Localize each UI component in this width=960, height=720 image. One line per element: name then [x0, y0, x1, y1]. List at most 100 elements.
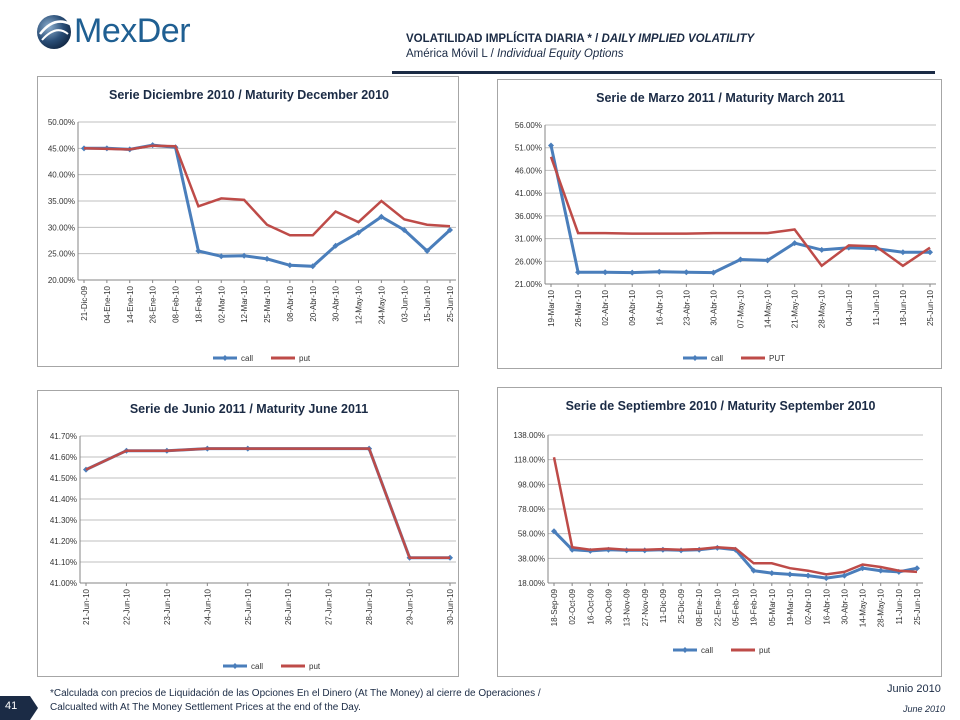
- subtitle-spanish: América Móvil L /: [406, 48, 497, 60]
- data-point-call: [768, 570, 775, 577]
- chart-title: Serie de Septiembre 2010 / Maturity Sept…: [566, 399, 876, 413]
- x-tick-label: 28-May-10: [818, 289, 827, 328]
- data-point-call: [195, 248, 202, 255]
- x-tick-label: 02-Abr-10: [804, 588, 813, 624]
- x-tick-label: 19-Feb-10: [750, 588, 759, 625]
- data-point-call: [286, 262, 293, 269]
- legend-marker: [222, 355, 228, 361]
- legend-marker: [692, 355, 698, 361]
- footnote: *Calculada con precios de Liquidación de…: [50, 687, 541, 715]
- x-tick-label: 28-May-10: [877, 588, 886, 627]
- title-english: DAILY IMPLIED VOLATILITY: [601, 33, 755, 45]
- chart-panel-mar-2011: Serie de Marzo 2011 / Maturity March 201…: [497, 79, 942, 369]
- date-english: June 2010: [903, 704, 946, 714]
- chart-panel-dec-2010: Serie Diciembre 2010 / Maturity December…: [37, 76, 459, 367]
- x-tick-label: 04-Ene-10: [103, 285, 112, 323]
- y-tick-label: 41.70%: [50, 432, 77, 441]
- data-point-call: [424, 248, 431, 255]
- data-point-call: [401, 226, 408, 233]
- data-point-call: [818, 246, 825, 253]
- data-point-call: [877, 567, 884, 574]
- x-tick-label: 25-Mar-10: [263, 285, 272, 322]
- legend-label: call: [711, 354, 723, 363]
- legend-label: call: [241, 354, 253, 363]
- x-tick-label: 21-Jun-10: [82, 588, 91, 625]
- logo-text: MexDer: [74, 12, 191, 50]
- y-tick-label: 78.00%: [518, 505, 545, 514]
- y-tick-label: 35.00%: [48, 197, 75, 206]
- x-tick-label: 12-May-10: [355, 285, 364, 324]
- data-point-call: [575, 269, 582, 276]
- x-tick-label: 16-Abr-10: [655, 289, 664, 325]
- x-tick-label: 30-Abr-10: [332, 285, 341, 321]
- y-tick-label: 40.00%: [48, 171, 75, 180]
- data-point-call: [569, 546, 576, 553]
- chart-title: Serie Diciembre 2010 / Maturity December…: [109, 88, 389, 102]
- data-point-call: [841, 572, 848, 579]
- data-point-call: [823, 575, 830, 582]
- data-point-call: [548, 142, 554, 149]
- legend-label: put: [309, 662, 321, 671]
- y-tick-label: 41.40%: [50, 495, 77, 504]
- x-tick-label: 03-Jun-10: [400, 285, 409, 322]
- legend-label: put: [759, 646, 771, 655]
- x-tick-label: 11-Dic-09: [659, 588, 668, 623]
- x-tick-label: 12-Mar-10: [240, 285, 249, 322]
- x-tick-label: 14-May-10: [859, 588, 868, 627]
- x-tick-label: 05-Mar-10: [768, 588, 777, 625]
- globe-logo-icon: [37, 15, 71, 49]
- x-tick-label: 26-Mar-10: [574, 289, 583, 326]
- page-number: 41: [5, 700, 18, 712]
- x-tick-label: 27-Jun-10: [325, 588, 334, 625]
- data-point-call: [378, 213, 385, 220]
- data-point-call: [710, 269, 717, 276]
- x-tick-label: 30-Abr-10: [709, 289, 718, 325]
- y-tick-label: 41.30%: [50, 516, 77, 525]
- data-point-call: [629, 269, 636, 276]
- data-point-call: [656, 268, 663, 275]
- data-point-call: [914, 565, 920, 572]
- data-point-call: [927, 249, 933, 256]
- x-tick-label: 30-Abr-10: [840, 588, 849, 624]
- x-tick-label: 14-May-10: [764, 289, 773, 328]
- y-tick-label: 51.00%: [515, 144, 542, 153]
- x-tick-label: 11-Jun-10: [895, 588, 904, 624]
- y-tick-label: 36.00%: [515, 212, 542, 221]
- y-tick-label: 41.00%: [50, 579, 77, 588]
- x-tick-label: 07-May-10: [737, 289, 746, 328]
- chart-mar-2011: Serie de Marzo 2011 / Maturity March 201…: [515, 91, 936, 363]
- data-point-call: [264, 255, 270, 262]
- chart-panel-jun-2011: Serie de Junio 2011 / Maturity June 2011…: [37, 390, 459, 677]
- series-line-put: [83, 144, 451, 237]
- data-point-call: [355, 229, 362, 236]
- y-tick-label: 41.20%: [50, 537, 77, 546]
- x-tick-label: 16-Oct-09: [586, 588, 595, 624]
- x-tick-label: 13-Nov-09: [623, 588, 632, 626]
- x-tick-label: 14-Ene-10: [126, 285, 135, 323]
- data-point-call: [602, 269, 609, 276]
- x-tick-label: 09-Abr-10: [628, 289, 637, 325]
- x-tick-label: 23-Abr-10: [682, 289, 691, 325]
- y-tick-label: 41.50%: [50, 474, 77, 483]
- data-point-call: [859, 565, 866, 572]
- y-tick-label: 30.00%: [48, 223, 75, 232]
- header-divider: [392, 71, 935, 74]
- x-tick-label: 25-Jun-10: [913, 588, 922, 625]
- legend-marker: [232, 663, 238, 669]
- data-point-call: [551, 528, 557, 535]
- chart-panel-sep-2010: Serie de Septiembre 2010 / Maturity Sept…: [497, 387, 942, 677]
- footnote-line-2: Calcualted with At The Money Settlement …: [50, 702, 361, 713]
- y-tick-label: 41.60%: [50, 453, 77, 462]
- series-line-put: [552, 456, 918, 576]
- data-point-call: [241, 252, 248, 259]
- data-point-call: [332, 242, 339, 249]
- x-tick-label: 08-Abr-10: [286, 285, 295, 321]
- x-tick-label: 30-Jun-10: [446, 588, 455, 625]
- y-tick-label: 56.00%: [515, 121, 542, 130]
- y-tick-label: 38.00%: [518, 554, 545, 563]
- x-tick-label: 28-Jun-10: [365, 588, 374, 625]
- chart-dec-2010: Serie Diciembre 2010 / Maturity December…: [48, 88, 456, 363]
- mexder-logo: MexDer: [34, 10, 194, 54]
- x-tick-label: 16-Abr-10: [822, 588, 831, 624]
- data-point-call: [786, 571, 793, 578]
